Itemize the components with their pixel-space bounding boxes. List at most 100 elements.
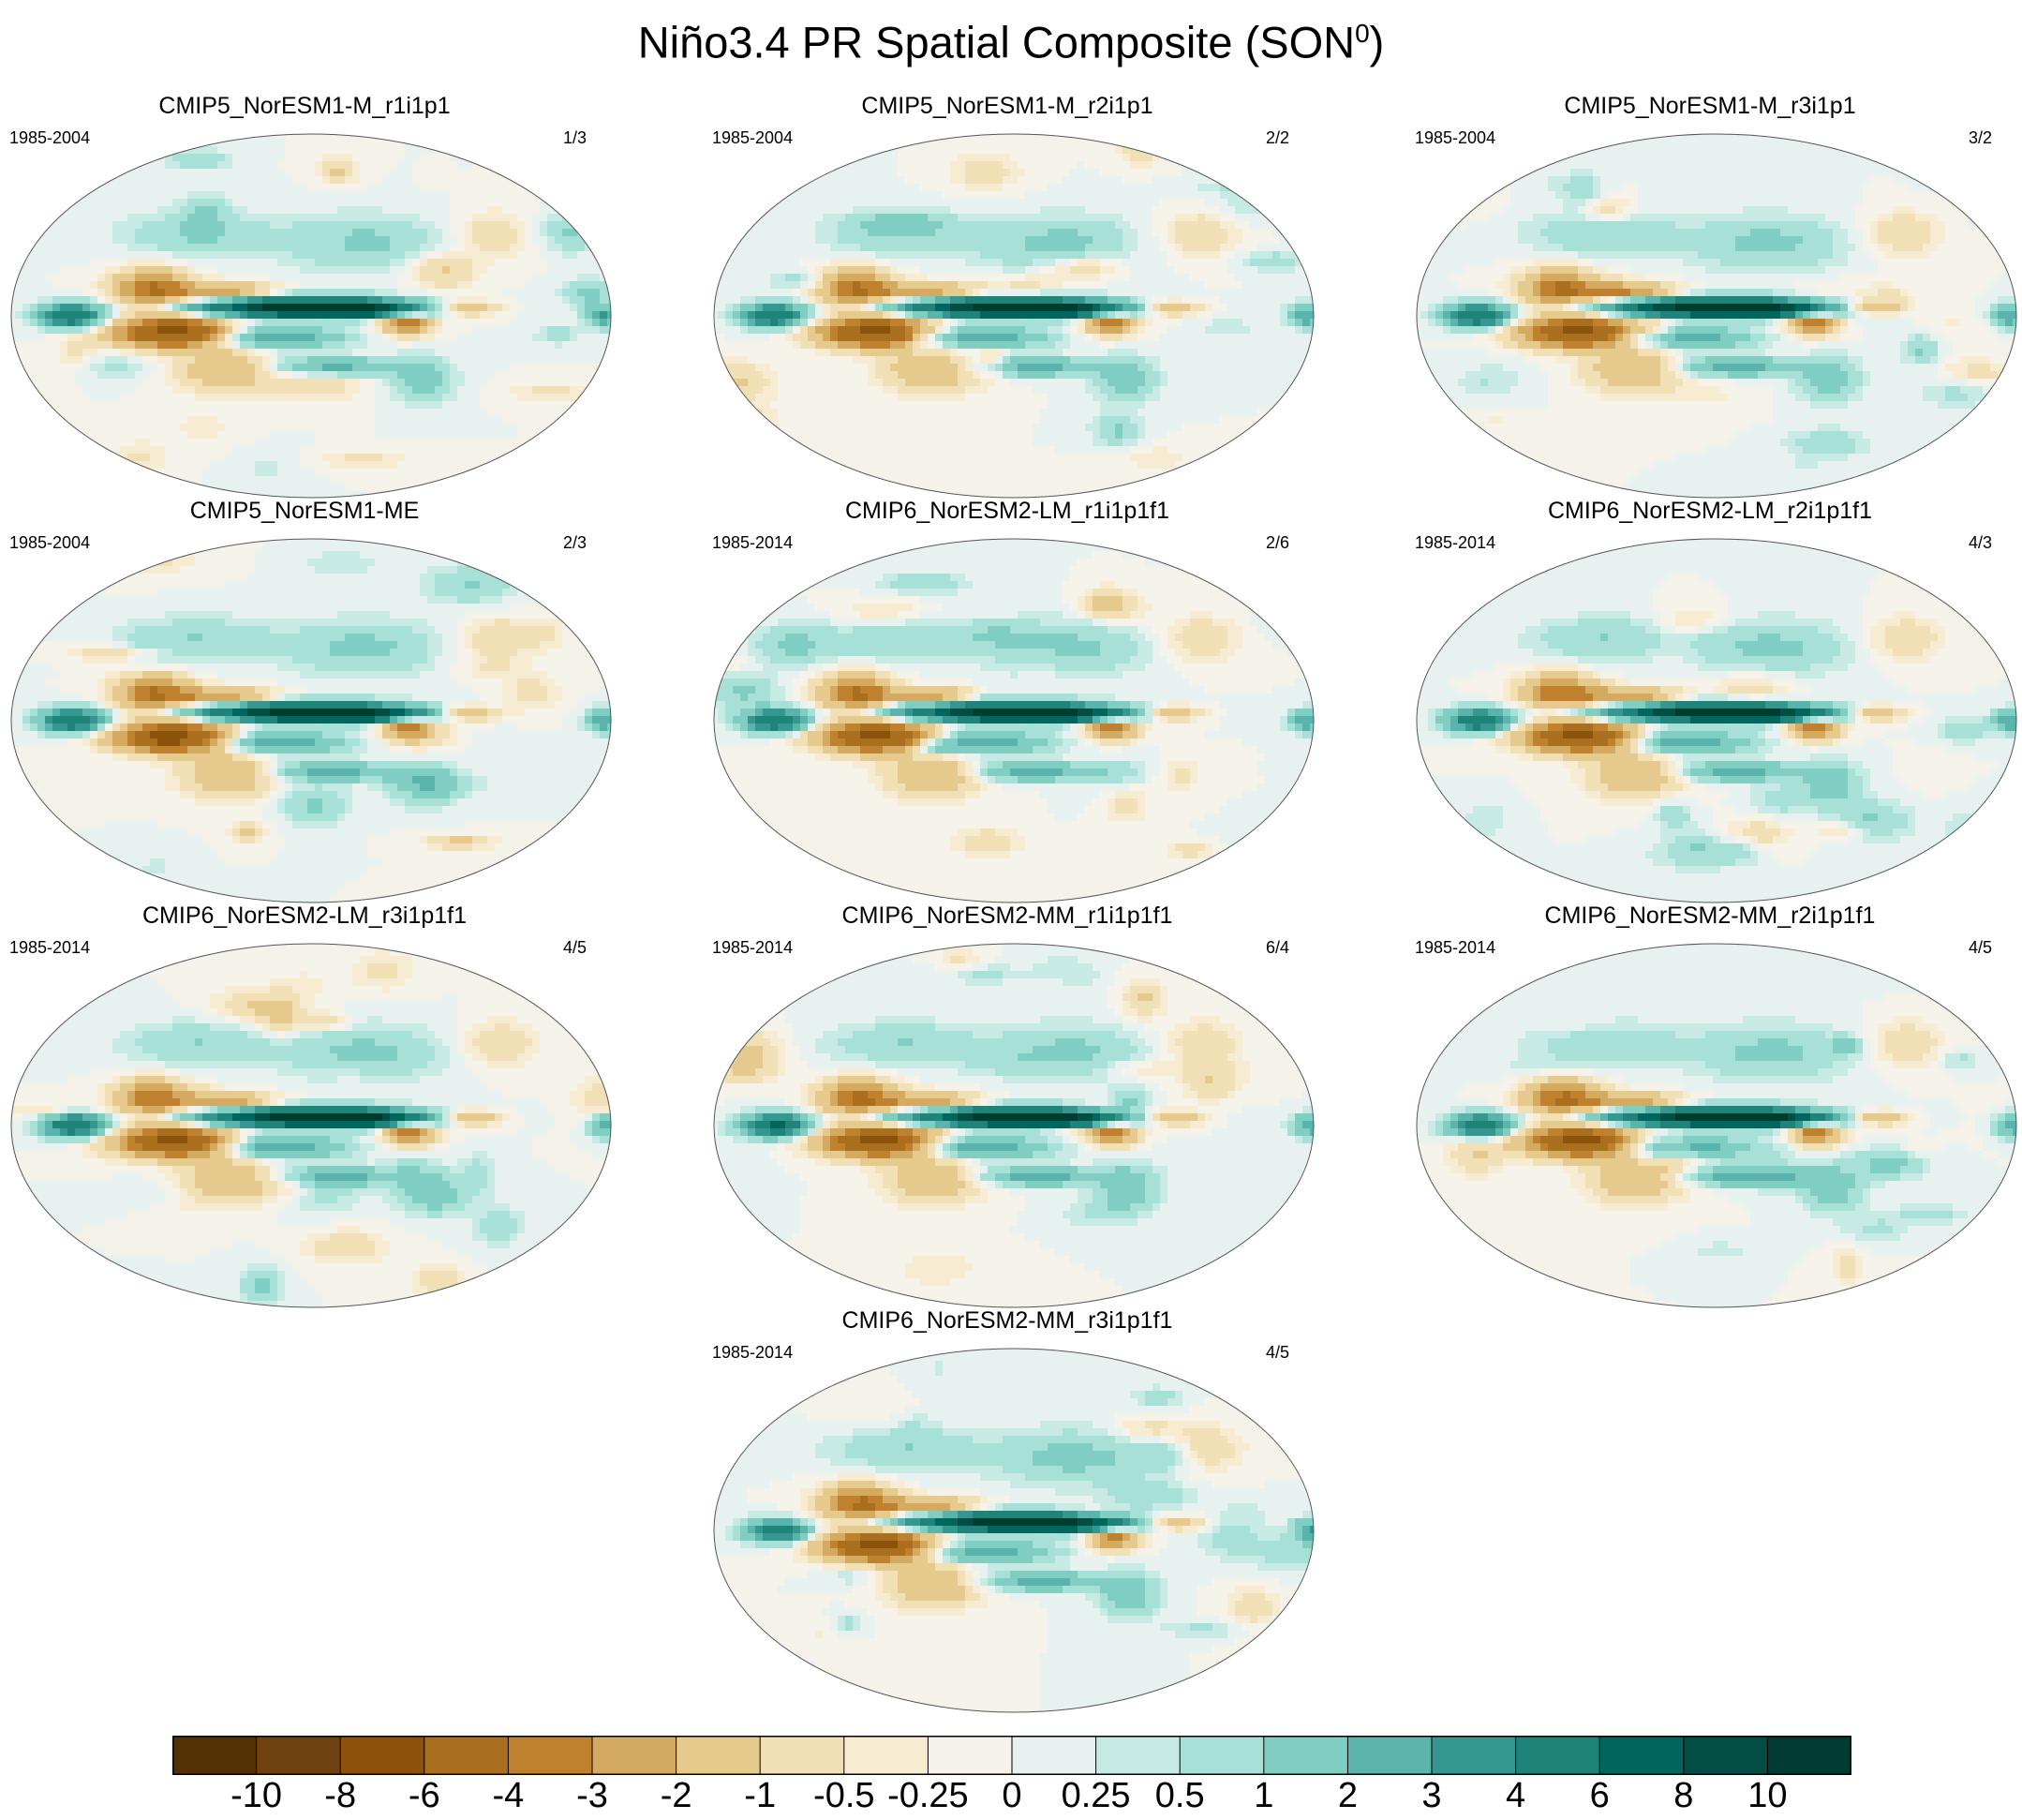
map-cell — [1063, 221, 1071, 230]
map-cell — [1272, 326, 1281, 335]
map-cell — [525, 206, 533, 215]
map-cell — [525, 221, 533, 230]
map-cell — [315, 341, 323, 350]
map-cell — [1220, 274, 1228, 282]
map-cell — [1010, 266, 1018, 275]
map-cell — [1137, 274, 1146, 282]
map-cell — [1130, 146, 1138, 155]
map-cell — [1265, 319, 1273, 327]
map-cell — [547, 379, 556, 387]
map-cell — [547, 206, 556, 215]
map-cell — [965, 296, 974, 305]
map-cell — [60, 244, 68, 252]
map-cell — [1227, 304, 1236, 312]
map-cell — [255, 176, 263, 185]
map-cell — [375, 139, 383, 147]
map-cell — [555, 341, 563, 350]
map-cell — [845, 229, 854, 237]
map-cell — [1295, 296, 1303, 305]
map-cell — [202, 169, 211, 177]
map-cell — [37, 326, 46, 335]
map-cell — [1182, 221, 1191, 230]
map-cell — [1093, 251, 1101, 260]
map-cell — [517, 281, 526, 290]
map-cell — [390, 424, 398, 432]
map-cell — [420, 266, 428, 275]
map-cell — [1130, 274, 1138, 282]
map-cell — [570, 334, 578, 342]
map-cell — [307, 176, 316, 185]
map-cell — [1108, 191, 1116, 200]
map-cell — [1235, 259, 1243, 267]
map-cell — [367, 461, 376, 470]
map-cell — [600, 296, 608, 305]
map-cell — [11, 326, 16, 335]
map-cell — [860, 266, 869, 275]
map-cell — [465, 319, 473, 327]
map-cell — [950, 236, 959, 245]
map-cell — [202, 454, 211, 462]
map-cell — [1093, 259, 1101, 267]
map-cell — [390, 409, 398, 417]
map-cell — [973, 251, 981, 260]
map-cell — [733, 326, 741, 335]
map-cell — [322, 191, 331, 200]
map-cell — [247, 394, 256, 402]
map-cell — [928, 266, 936, 275]
map-cell — [592, 334, 601, 342]
map-cell — [860, 296, 869, 305]
map-cell — [1220, 289, 1228, 297]
map-cell — [785, 274, 794, 282]
map-cell — [1137, 319, 1146, 327]
map-cell — [150, 326, 158, 335]
map-cell — [180, 281, 188, 290]
map-cell — [255, 289, 263, 297]
map-cell — [255, 431, 263, 440]
map-cell — [30, 289, 38, 297]
map-cell — [988, 289, 996, 297]
map-cell — [292, 304, 301, 312]
map-cell — [532, 274, 541, 282]
map-cell — [277, 244, 286, 252]
map-cell — [1055, 229, 1063, 237]
map-cell — [1093, 139, 1101, 147]
map-cell — [75, 356, 83, 365]
map-cell — [427, 161, 436, 170]
map-cell — [172, 236, 181, 245]
map-cell — [157, 169, 166, 177]
map-cell — [1272, 251, 1281, 260]
map-cell — [150, 371, 158, 380]
map-cell — [1145, 221, 1153, 230]
map-cell — [255, 304, 263, 312]
map-cell — [1272, 229, 1281, 237]
map-cell — [277, 394, 286, 402]
map-cell — [1175, 326, 1183, 335]
map-cell — [1182, 199, 1191, 207]
map-cell — [1130, 214, 1138, 222]
map-cell — [262, 491, 271, 498]
map-cell — [1145, 206, 1153, 215]
map-cell — [532, 229, 541, 237]
map-cell — [67, 379, 76, 387]
map-cell — [292, 191, 301, 200]
map-cell — [135, 221, 143, 230]
map-cell — [950, 214, 959, 222]
map-cell — [1063, 176, 1071, 185]
map-cell — [240, 469, 248, 477]
map-cell — [555, 214, 563, 222]
map-cell — [390, 199, 398, 207]
map-cell — [232, 439, 241, 447]
map-cell — [67, 221, 76, 230]
map-cell — [382, 289, 391, 297]
map-cell — [217, 424, 226, 432]
map-cell — [808, 296, 816, 305]
map-cell — [247, 341, 256, 350]
map-cell — [45, 289, 53, 297]
map-cell — [427, 476, 436, 485]
map-cell — [105, 409, 113, 417]
map-cell — [890, 274, 899, 282]
map-cell — [465, 206, 473, 215]
map-cell — [435, 446, 443, 455]
map-cell — [487, 364, 496, 372]
map-cell — [435, 319, 443, 327]
